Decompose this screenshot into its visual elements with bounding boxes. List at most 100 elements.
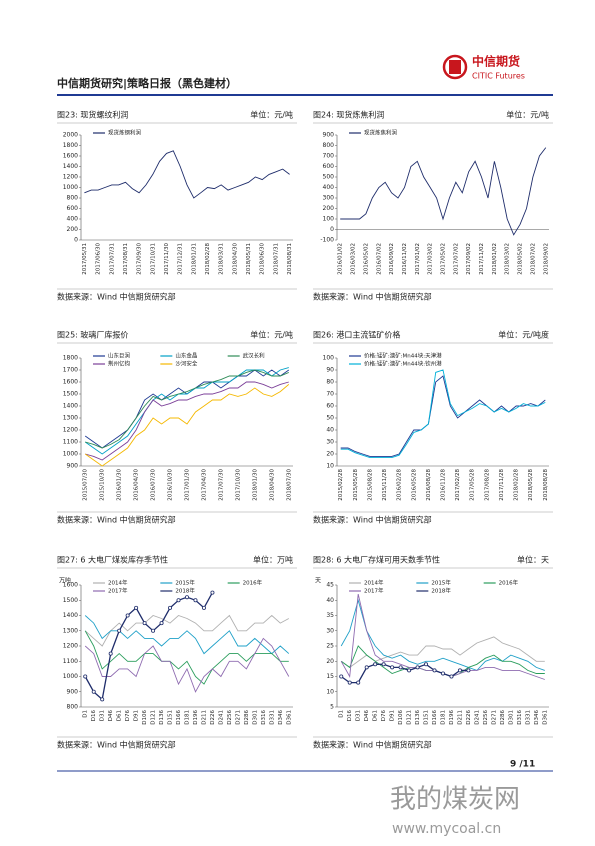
x-tick-label: 2017/11/02 [479, 243, 485, 275]
legend-label: 2018年 [431, 587, 451, 595]
series-line [84, 592, 213, 701]
x-tick-label: 2017/06/30 [96, 243, 102, 275]
series-marker [339, 674, 344, 679]
x-tick-label: 2017/09/30 [137, 243, 143, 275]
y-tick-label: 1300 [63, 627, 78, 634]
x-tick-label: 2017/12/31 [178, 243, 184, 275]
y-tick-label: 70 [326, 391, 334, 398]
x-tick-label: 2017/05/28 [470, 469, 476, 501]
x-tick-label: D106 [398, 710, 404, 725]
y-tick-label: 0 [74, 237, 78, 244]
y-tick-label: 10 [326, 463, 334, 470]
y-tick-label: 1300 [63, 415, 78, 422]
y-tick-label: 1000 [63, 184, 78, 191]
x-tick-label: 2018/07/02 [530, 243, 536, 275]
series-marker [125, 613, 130, 618]
legend-label: 现货炼焦利润 [364, 129, 398, 137]
y-tick-label: 1600 [63, 153, 78, 160]
legend-label: 2017年 [108, 587, 128, 595]
y-tick-label: 1400 [63, 163, 78, 170]
x-tick-label: 2016/11/28 [441, 469, 447, 501]
legend-label: 2018年 [175, 587, 195, 595]
y-tick-label: 1100 [63, 439, 78, 446]
chart-source: 数据来源：Wind 中信期货研究部 [57, 515, 176, 525]
x-tick-label: 2018/01/02 [492, 243, 498, 275]
legend-label: 现货炼钢利润 [108, 129, 142, 137]
x-tick-label: D316 [517, 710, 523, 725]
y-tick-label: 5 [330, 704, 334, 711]
x-tick-label: 2017/04/30 [201, 469, 207, 501]
series-line [85, 381, 289, 461]
x-tick-label: 2015/08/28 [367, 469, 373, 501]
x-tick-label: 2018/02/28 [514, 469, 520, 501]
series-marker [151, 628, 156, 633]
y-tick-label: 1100 [63, 658, 78, 665]
x-tick-label: D286 [244, 710, 250, 725]
series-marker [373, 662, 378, 667]
series-line [84, 614, 290, 647]
x-tick-label: D46 [108, 710, 114, 722]
y-tick-label: 1500 [63, 597, 78, 604]
y-tick-label: 400 [67, 216, 79, 223]
x-tick-label: D361 [286, 710, 292, 725]
series-line [85, 369, 289, 449]
x-tick-label: 2018/07/30 [286, 469, 292, 501]
legend-label: 2015年 [175, 579, 195, 587]
x-tick-label: D271 [491, 710, 497, 725]
logo-icon [442, 54, 468, 80]
x-tick-label: D226 [466, 710, 472, 725]
x-tick-label: 2018/06/30 [260, 243, 266, 275]
x-tick-label: 2016/05/02 [363, 243, 369, 275]
x-tick-label: D211 [201, 710, 207, 725]
series-marker [449, 674, 454, 679]
series-marker [466, 668, 471, 673]
x-tick-label: 2015/11/28 [382, 469, 388, 501]
series-marker [457, 668, 462, 673]
x-tick-label: 2016/07/02 [376, 243, 382, 275]
legend-label: 山东金晶 [175, 352, 198, 360]
y-tick-label: 0 [330, 226, 334, 233]
x-tick-label: D361 [542, 710, 548, 725]
x-tick-label: 2017/05/31 [82, 243, 88, 275]
chart-unit: 单位：天 [517, 555, 549, 565]
x-tick-label: 2015/07/30 [83, 469, 89, 501]
x-tick-label: D301 [252, 710, 258, 725]
x-tick-label: 2016/05/28 [411, 469, 417, 501]
legend-label: 2014年 [364, 579, 384, 587]
legend-label: 武汉长利 [243, 352, 265, 360]
x-tick-label: D226 [210, 710, 216, 725]
y-tick-label: 800 [67, 704, 79, 711]
x-tick-label: 2018/01/30 [252, 469, 258, 501]
series-line [84, 150, 290, 199]
y-tick-label: 300 [323, 195, 335, 202]
x-tick-label: D1 [83, 710, 89, 718]
x-tick-label: D196 [449, 710, 455, 725]
legend-label: 2014年 [108, 579, 128, 587]
series-marker [142, 621, 147, 626]
series-marker [83, 674, 88, 679]
legend-label: 山东巨润 [108, 352, 131, 360]
y-tick-label: 30 [326, 627, 334, 634]
y-tick-label: 90 [326, 367, 334, 374]
y-tick-label: 20 [326, 451, 334, 458]
x-tick-label: D181 [441, 710, 447, 725]
y-tick-label: 1200 [63, 174, 78, 181]
chart-title: 图26: 港口主流锰矿价格 [313, 330, 400, 340]
y-tick-label: 80 [326, 379, 334, 386]
y-tick-label: 60 [326, 403, 334, 410]
x-tick-label: D256 [483, 710, 489, 725]
legend-label: 2016年 [243, 579, 263, 587]
x-tick-label: D76 [125, 710, 131, 722]
x-tick-label: 2016/04/30 [134, 469, 140, 501]
x-tick-label: D331 [269, 710, 275, 725]
series-marker [398, 665, 403, 670]
legend-label: 荆州亿钧 [108, 360, 131, 368]
series-marker [168, 605, 173, 610]
x-tick-label: 2015/05/28 [353, 469, 359, 501]
chart-source: 数据来源：Wind 中信期货研究部 [313, 740, 432, 750]
y-tick-label: 600 [323, 163, 335, 170]
x-tick-label: 2018/08/28 [543, 469, 549, 501]
y-tick-label: 1000 [63, 451, 78, 458]
y-tick-label: 900 [323, 132, 335, 139]
